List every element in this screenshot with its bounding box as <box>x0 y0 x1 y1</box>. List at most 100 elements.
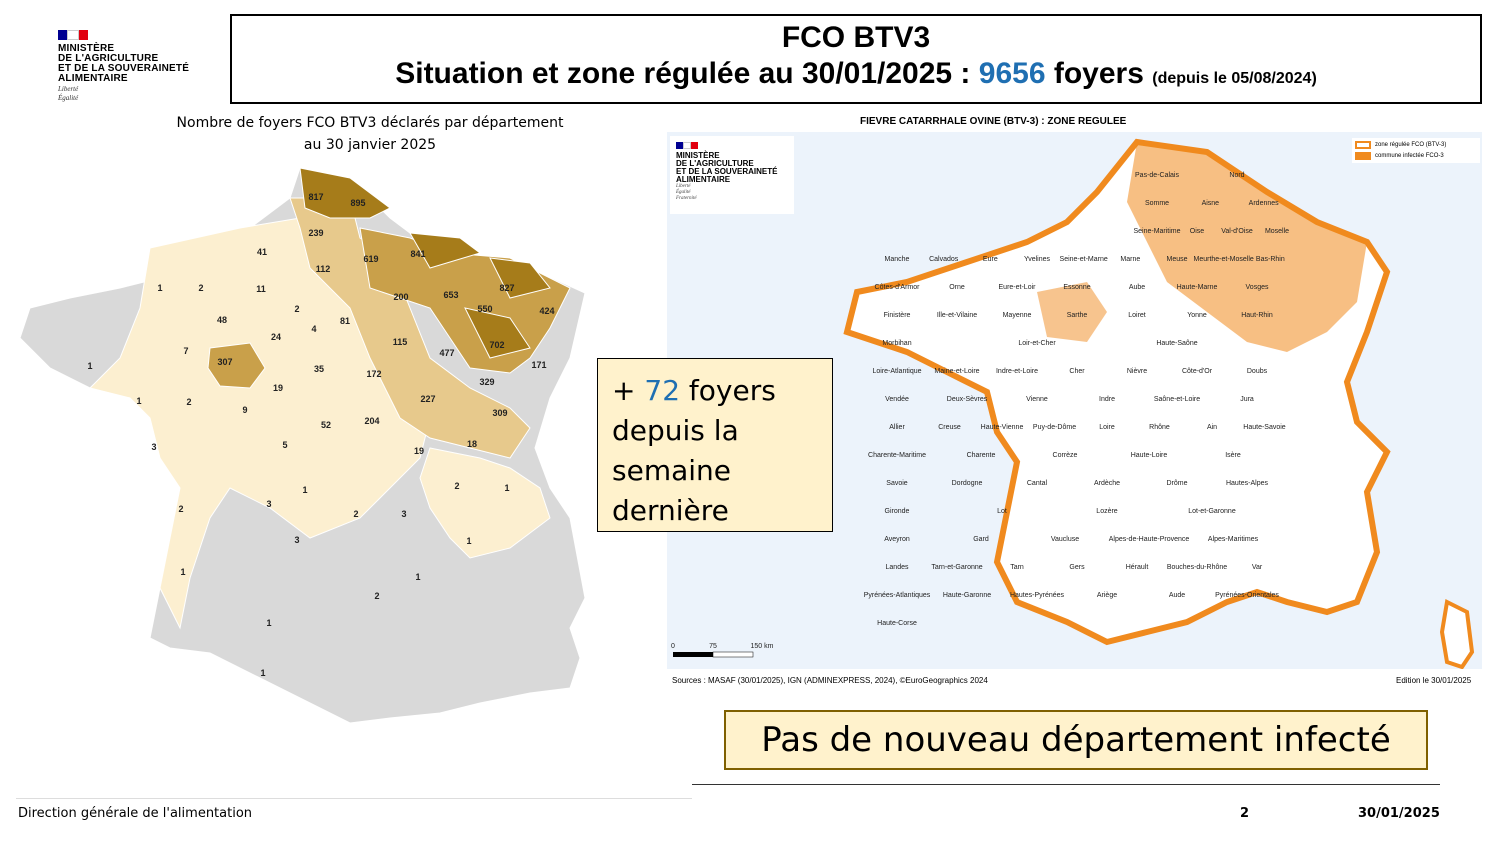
callout-prefix: + <box>612 374 645 407</box>
slide-title: FCO BTV3 Situation et zone régulée au 30… <box>230 14 1482 104</box>
ministry-name-line: ALIMENTAIRE <box>58 73 128 84</box>
foyer-count-label: 307 <box>217 357 232 367</box>
foyer-count-label: 171 <box>531 360 546 370</box>
footer-divider <box>692 784 1440 785</box>
department-label: Dordogne <box>952 480 983 487</box>
legend-item-commune: commune infectée FCO-3 <box>1355 152 1477 160</box>
french-flag-icon <box>676 142 699 149</box>
department-label: Bouches-du-Rhône <box>1167 564 1227 571</box>
department-label: Deux-Sèvres <box>947 396 988 403</box>
department-label: Orne <box>949 284 965 291</box>
right-map-logo: MINISTÈRE DE L'AGRICULTURE ET DE LA SOUV… <box>670 136 794 214</box>
foyer-count-label: 1 <box>260 668 265 678</box>
weekly-increase-callout: + 72 foyers depuis la semaine dernière <box>597 358 833 532</box>
map-edition: Edition le 30/01/2025 <box>1396 676 1472 685</box>
department-label: Lozère <box>1096 508 1118 515</box>
department-label: Ariège <box>1097 592 1117 599</box>
ministry-name-line: MINISTÈRE <box>58 43 115 54</box>
department-label: Essonne <box>1063 284 1090 291</box>
ministry-name-line: ET DE LA SOUVERAINETÉ <box>676 167 778 176</box>
department-label: Yvelines <box>1024 256 1051 263</box>
department-label: Tarn-et-Garonne <box>931 564 982 571</box>
foyer-count-label: 3 <box>151 442 156 452</box>
map-legend: zone régulée FCO (BTV-3) commune infecté… <box>1352 138 1480 163</box>
scale-bar: 0 75 150 km <box>671 643 774 658</box>
foyer-count-label: 477 <box>439 348 454 358</box>
department-label: Eure-et-Loir <box>999 284 1037 291</box>
footer-divider <box>16 798 692 799</box>
foyer-count-label: 115 <box>393 337 408 347</box>
department-label: Ardèche <box>1094 480 1120 487</box>
department-label: Ardennes <box>1249 200 1279 207</box>
department-label: Meuse <box>1166 256 1187 263</box>
department-label: Haute-Corse <box>877 620 917 627</box>
motto-line: Fraternité <box>676 196 697 201</box>
department-label: Alpes-de-Haute-Provence <box>1109 536 1190 543</box>
department-label: Vendée <box>885 396 909 403</box>
foyer-count-label: 817 <box>308 192 323 202</box>
legend-label: zone régulée FCO (BTV-3) <box>1375 142 1447 148</box>
foyer-count-label: 2 <box>353 509 358 519</box>
callout-text: foyers <box>680 374 776 407</box>
foyer-count-label: 3 <box>294 535 299 545</box>
foyer-count-label: 11 <box>256 284 266 294</box>
foyer-count-label: 112 <box>316 264 331 274</box>
department-label: Pas-de-Calais <box>1135 172 1179 179</box>
callout-line: depuis la <box>612 414 739 447</box>
department-label: Pyrénées-Atlantiques <box>864 592 931 599</box>
department-label: Bas-Rhin <box>1256 256 1285 263</box>
right-map-labels: Pas-de-Calais Nord Somme Aisne Ardennes Seine… <box>864 172 1289 627</box>
foyer-count-label: 1 <box>504 483 509 493</box>
title-suffix: foyers <box>1045 57 1153 90</box>
department-label: Allier <box>889 424 905 431</box>
department-label: Nord <box>1229 172 1244 179</box>
foyer-count-label: 309 <box>492 408 507 418</box>
foyer-count-label: 1 <box>87 361 92 371</box>
department-label: Vosges <box>1246 284 1269 291</box>
footer-organization: Direction générale de l'alimentation <box>18 806 253 821</box>
foyer-count-label: 204 <box>364 416 379 426</box>
left-map-title-line-2: au 30 janvier 2025 <box>303 137 437 153</box>
right-map-title: FIEVRE CATARRHALE OVINE (BTV-3) : ZONE R… <box>860 116 1127 127</box>
foyer-count-label: 550 <box>477 304 492 314</box>
department-label: Meurthe-et-Moselle <box>1194 256 1254 263</box>
department-label: Gers <box>1069 564 1085 571</box>
callout-line: dernière <box>612 494 729 527</box>
legend-label: commune infectée FCO-3 <box>1375 153 1444 159</box>
department-label: Puy-de-Dôme <box>1033 424 1076 431</box>
department-label: Hautes-Alpes <box>1226 480 1269 487</box>
department-label: Alpes-Maritimes <box>1208 536 1259 543</box>
foyer-count-label: 841 <box>410 249 425 259</box>
infected-north <box>1127 142 1367 352</box>
foyer-count-label: 1 <box>136 396 141 406</box>
department-label: Aube <box>1129 284 1145 291</box>
department-label: Savoie <box>886 480 908 487</box>
region-low-east <box>419 447 551 559</box>
department-label: Var <box>1252 564 1263 571</box>
region-mayenne <box>207 342 266 389</box>
department-label: Côte-d'Or <box>1182 368 1213 375</box>
department-label: Gard <box>973 536 989 543</box>
department-label: Saône-et-Loire <box>1154 396 1200 403</box>
department-label: Loire-Atlantique <box>872 368 921 375</box>
foyer-count-label: 2 <box>178 504 183 514</box>
ministry-name-line: DE L'AGRICULTURE <box>676 159 754 168</box>
department-label: Eure <box>983 256 998 263</box>
foyer-count-label: 1 <box>157 283 162 293</box>
foyer-count-label: 1 <box>180 567 185 577</box>
scale-150: 150 km <box>751 643 774 650</box>
scale-75: 75 <box>709 643 717 650</box>
department-label: Mayenne <box>1003 312 1032 319</box>
motto-line: Liberté <box>676 184 691 189</box>
corsica-zone <box>1439 599 1475 669</box>
ministry-logo: MINISTÈRE DE L'AGRICULTURE ET DE LA SOUV… <box>58 30 218 102</box>
ministry-name-line: MINISTÈRE <box>676 151 720 160</box>
department-label: Drôme <box>1166 480 1187 487</box>
department-label: Ille-et-Vilaine <box>937 312 977 319</box>
foyer-count-label: 4 <box>311 324 316 334</box>
department-label: Loir-et-Cher <box>1018 340 1056 347</box>
left-map-title: Nombre de foyers FCO BTV3 déclarés par d… <box>120 112 620 156</box>
footer-date: 30/01/2025 <box>1358 806 1440 821</box>
department-label: Tarn <box>1010 564 1024 571</box>
